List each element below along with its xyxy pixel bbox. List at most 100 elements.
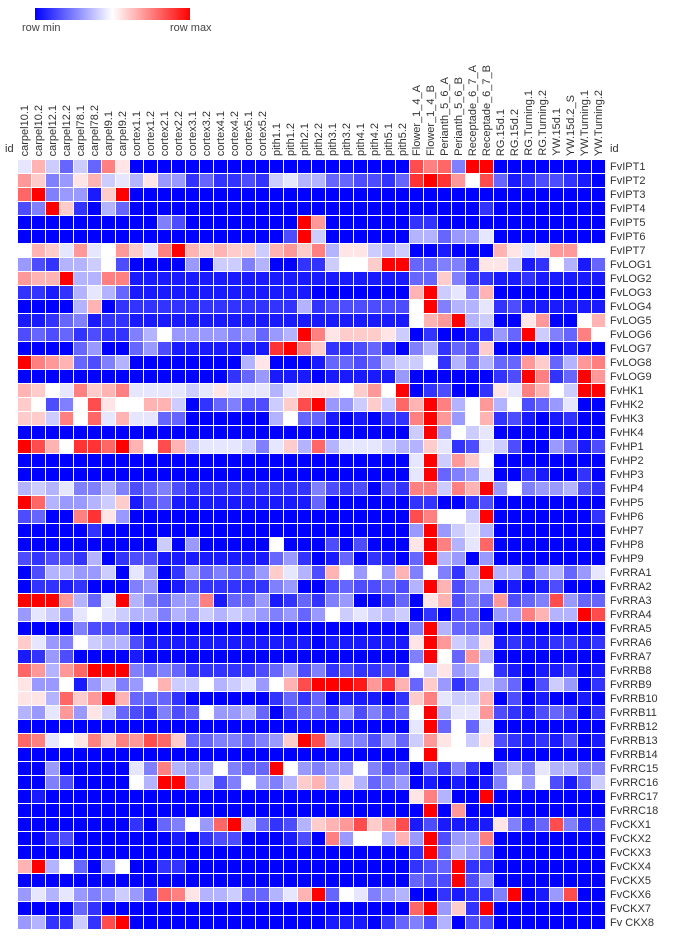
heatmap-cell <box>74 188 87 201</box>
heatmap-cell <box>186 202 199 215</box>
heatmap-cell <box>382 888 395 901</box>
heatmap-cell <box>396 482 409 495</box>
heatmap-cell <box>186 258 199 271</box>
heatmap-cell <box>130 888 143 901</box>
heatmap-cell <box>32 748 45 761</box>
heatmap-cell <box>354 370 367 383</box>
heatmap-cell <box>508 818 521 831</box>
heatmap-cell <box>410 916 423 929</box>
heatmap-cell <box>466 440 479 453</box>
heatmap-cell <box>368 496 381 509</box>
heatmap-cell <box>284 440 297 453</box>
heatmap-cell <box>368 538 381 551</box>
heatmap-cell <box>522 258 535 271</box>
heatmap-cell <box>382 300 395 313</box>
heatmap-cell <box>46 510 59 523</box>
heatmap-cell <box>480 664 493 677</box>
row-label: FvRRA2 <box>610 581 652 593</box>
heatmap-cell <box>74 566 87 579</box>
heatmap-cell <box>480 720 493 733</box>
row-label: FvIPT3 <box>610 189 646 201</box>
heatmap-cell <box>228 510 241 523</box>
heatmap-cell <box>256 804 269 817</box>
heatmap-cell <box>382 706 395 719</box>
heatmap-cell <box>88 580 101 593</box>
heatmap-cell <box>214 426 227 439</box>
heatmap-cell <box>172 258 185 271</box>
heatmap-cell <box>522 412 535 425</box>
column-label: RG.Turning.1 <box>522 0 536 156</box>
heatmap-cell <box>368 678 381 691</box>
heatmap-cell <box>102 860 115 873</box>
heatmap-cell <box>326 300 339 313</box>
heatmap-cell <box>214 860 227 873</box>
heatmap-cell <box>270 510 283 523</box>
heatmap-cell <box>102 664 115 677</box>
heatmap-cell <box>438 244 451 257</box>
heatmap-cell <box>102 650 115 663</box>
heatmap-cell <box>172 454 185 467</box>
heatmap-cell <box>298 566 311 579</box>
heatmap-cell <box>438 804 451 817</box>
heatmap-cell <box>88 846 101 859</box>
heatmap-cell <box>522 552 535 565</box>
heatmap-cell <box>46 398 59 411</box>
heatmap-cell <box>228 832 241 845</box>
heatmap-cell <box>410 454 423 467</box>
heatmap-cell <box>214 202 227 215</box>
heatmap-cell <box>74 314 87 327</box>
heatmap-cell <box>550 538 563 551</box>
row-label: FvRRC17 <box>610 791 659 803</box>
heatmap-cell <box>144 412 157 425</box>
heatmap-cell <box>466 468 479 481</box>
heatmap-cell <box>256 174 269 187</box>
heatmap-cell <box>522 902 535 915</box>
heatmap-cell <box>424 188 437 201</box>
heatmap-cell <box>298 454 311 467</box>
heatmap-cell <box>522 538 535 551</box>
heatmap-cell <box>214 328 227 341</box>
heatmap-cell <box>522 916 535 929</box>
heatmap-cell <box>494 356 507 369</box>
heatmap-cell <box>466 314 479 327</box>
heatmap-cell <box>228 356 241 369</box>
color-scale-bar <box>35 8 190 20</box>
heatmap-cell <box>326 510 339 523</box>
heatmap-cell <box>424 594 437 607</box>
heatmap-cell <box>522 608 535 621</box>
heatmap-cell <box>158 188 171 201</box>
heatmap-cell <box>578 580 591 593</box>
heatmap-cell <box>466 454 479 467</box>
heatmap-cell <box>130 902 143 915</box>
heatmap-cell <box>382 244 395 257</box>
heatmap-cell <box>116 552 129 565</box>
heatmap-cell <box>228 538 241 551</box>
heatmap-cell <box>88 342 101 355</box>
heatmap-cell <box>256 398 269 411</box>
heatmap-cell <box>228 496 241 509</box>
heatmap-cell <box>200 286 213 299</box>
heatmap-cell <box>438 678 451 691</box>
heatmap-cell <box>18 846 31 859</box>
heatmap-cell <box>326 426 339 439</box>
heatmap-cell <box>424 328 437 341</box>
heatmap-cell <box>46 482 59 495</box>
heatmap-cell <box>242 860 255 873</box>
heatmap-cell <box>564 300 577 313</box>
heatmap-cell <box>564 216 577 229</box>
row-label: FvLOG8 <box>610 357 652 369</box>
heatmap-cell <box>298 902 311 915</box>
heatmap-cell <box>242 314 255 327</box>
heatmap-cell <box>480 244 493 257</box>
heatmap-cell <box>382 188 395 201</box>
heatmap-cell <box>340 300 353 313</box>
heatmap-cell <box>200 482 213 495</box>
heatmap-cell <box>228 188 241 201</box>
heatmap-cell <box>368 356 381 369</box>
heatmap-cell <box>396 258 409 271</box>
heatmap-cell <box>508 748 521 761</box>
heatmap-cell <box>382 398 395 411</box>
heatmap-cell <box>256 888 269 901</box>
heatmap-cell <box>200 468 213 481</box>
heatmap-cell <box>522 216 535 229</box>
